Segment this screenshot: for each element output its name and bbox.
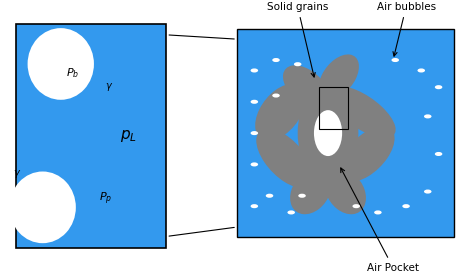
- Ellipse shape: [298, 83, 358, 183]
- Text: $p_L$: $p_L$: [120, 128, 137, 144]
- Text: Air Pocket: Air Pocket: [341, 168, 419, 273]
- Circle shape: [251, 204, 258, 208]
- Circle shape: [402, 204, 410, 208]
- Circle shape: [272, 58, 280, 62]
- Text: Solid grains: Solid grains: [267, 2, 328, 77]
- Circle shape: [424, 190, 431, 194]
- Ellipse shape: [325, 169, 366, 214]
- Text: $P_b$: $P_b$: [66, 66, 80, 80]
- Ellipse shape: [255, 84, 306, 141]
- FancyBboxPatch shape: [237, 29, 454, 238]
- Ellipse shape: [283, 65, 330, 109]
- Ellipse shape: [319, 55, 359, 99]
- Ellipse shape: [314, 110, 342, 156]
- Circle shape: [251, 131, 258, 135]
- Circle shape: [424, 114, 431, 118]
- Text: Air bubbles: Air bubbles: [376, 2, 436, 56]
- Circle shape: [266, 194, 273, 198]
- FancyBboxPatch shape: [16, 24, 166, 248]
- Circle shape: [435, 152, 442, 156]
- Text: $\gamma$: $\gamma$: [105, 81, 113, 93]
- Text: $\gamma$: $\gamma$: [13, 168, 21, 180]
- Circle shape: [287, 210, 295, 215]
- Circle shape: [392, 58, 399, 62]
- Circle shape: [251, 68, 258, 73]
- Circle shape: [294, 62, 301, 66]
- Circle shape: [418, 68, 425, 73]
- Ellipse shape: [27, 28, 94, 100]
- Circle shape: [251, 162, 258, 167]
- Circle shape: [251, 100, 258, 104]
- Ellipse shape: [330, 86, 396, 138]
- Circle shape: [435, 85, 442, 89]
- Circle shape: [374, 210, 382, 215]
- Circle shape: [298, 194, 306, 198]
- Circle shape: [272, 93, 280, 98]
- Circle shape: [353, 204, 360, 208]
- Ellipse shape: [256, 129, 313, 188]
- Ellipse shape: [9, 172, 76, 243]
- Text: $P_p$: $P_p$: [100, 190, 113, 207]
- Ellipse shape: [339, 126, 394, 182]
- Ellipse shape: [290, 169, 331, 214]
